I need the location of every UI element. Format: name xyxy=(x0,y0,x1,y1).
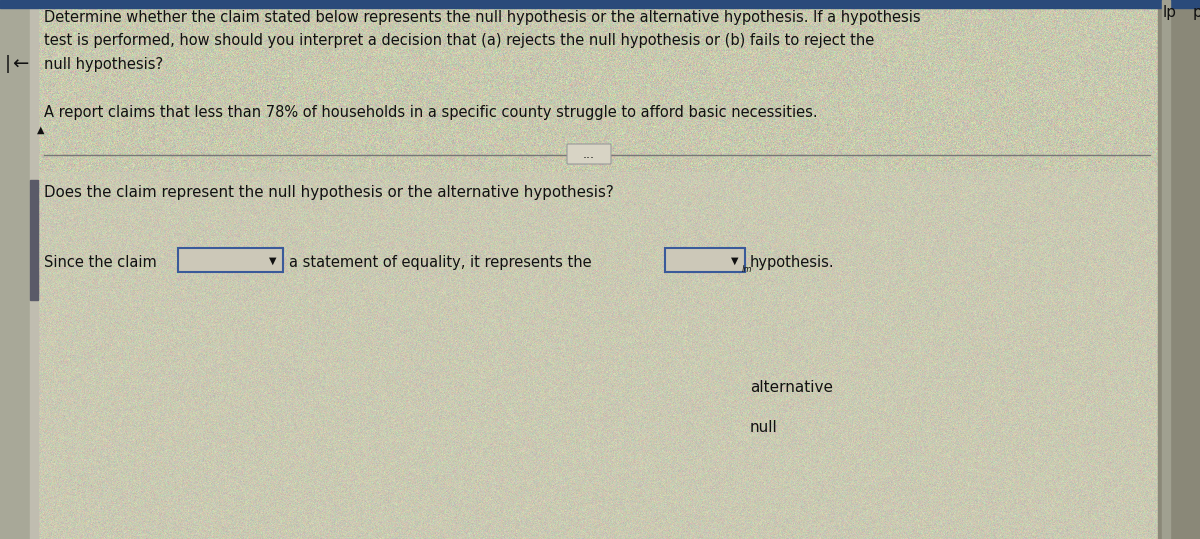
Bar xyxy=(1162,0,1170,539)
Text: alternative: alternative xyxy=(750,380,833,395)
Text: Does the claim represent the null hypothesis or the alternative hypothesis?: Does the claim represent the null hypoth… xyxy=(44,185,613,200)
Text: a statement of equality, it represents the: a statement of equality, it represents t… xyxy=(289,255,592,270)
Text: lp: lp xyxy=(1163,5,1177,20)
Bar xyxy=(178,248,283,272)
Bar xyxy=(0,0,1200,8)
Text: null hypothesis?: null hypothesis? xyxy=(44,57,163,72)
Text: Determine whether the claim stated below represents the null hypothesis or the a: Determine whether the claim stated below… xyxy=(44,10,920,25)
Bar xyxy=(30,0,38,539)
Text: |: | xyxy=(5,55,11,73)
Text: ▲: ▲ xyxy=(37,125,44,135)
Bar xyxy=(30,180,38,300)
FancyBboxPatch shape xyxy=(568,144,611,164)
Text: ←: ← xyxy=(12,55,28,74)
Text: A report claims that less than 78% of households in a specific county struggle t: A report claims that less than 78% of ho… xyxy=(44,105,817,120)
Text: p: p xyxy=(1193,5,1200,20)
Text: ▼: ▼ xyxy=(731,256,739,266)
Bar xyxy=(665,248,745,272)
Text: lm: lm xyxy=(742,266,752,274)
Text: ...: ... xyxy=(583,148,595,161)
Text: test is performed, how should you interpret a decision that (a) rejects the null: test is performed, how should you interp… xyxy=(44,33,875,48)
Text: hypothesis.: hypothesis. xyxy=(750,255,835,270)
Bar xyxy=(0,0,30,539)
Text: null: null xyxy=(750,420,778,435)
Bar xyxy=(30,172,1158,539)
Text: Since the claim: Since the claim xyxy=(44,255,157,270)
Bar xyxy=(1158,0,1200,539)
Text: ▼: ▼ xyxy=(269,256,277,266)
